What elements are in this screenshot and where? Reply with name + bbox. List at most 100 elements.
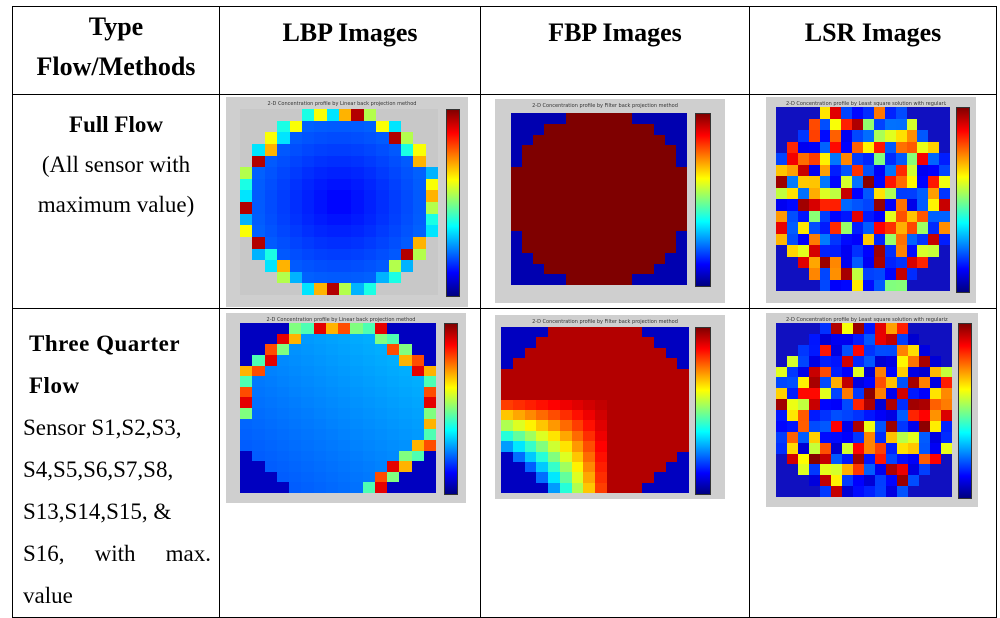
heatmap-cell <box>289 461 302 472</box>
heatmap-cell <box>798 464 809 476</box>
heatmap-cell <box>606 327 619 338</box>
heatmap-cell <box>413 120 426 133</box>
heatmap-cell <box>363 155 377 168</box>
heatmap-cell <box>325 450 338 462</box>
heatmap-cell <box>819 118 831 130</box>
heatmap-cell <box>511 220 522 232</box>
heatmap-cell <box>665 327 678 338</box>
heatmap-cell <box>277 132 290 144</box>
heatmap-cell <box>264 236 278 249</box>
heatmap-cell <box>544 199 555 210</box>
heatmap-cell <box>363 202 377 214</box>
heatmap-cell <box>425 202 438 214</box>
heatmap-cell <box>501 420 513 431</box>
heatmap-cell <box>819 268 831 280</box>
heatmap-cell <box>864 475 875 487</box>
heatmap-cell <box>524 461 537 473</box>
heatmap-cell <box>630 399 642 410</box>
heatmap-cell <box>939 222 950 234</box>
heatmap-cell <box>289 167 302 179</box>
heatmap-cell <box>797 153 809 165</box>
heatmap-cell <box>906 233 918 245</box>
heatmap-cell <box>906 130 918 142</box>
heatmap-cell <box>289 248 302 261</box>
heatmap-cell <box>571 472 584 483</box>
heatmap-cell <box>841 233 853 245</box>
heatmap-cell <box>665 209 676 221</box>
heatmap-cell <box>863 130 874 142</box>
heatmap-cell <box>863 118 874 130</box>
header-type-flow-methods: Type Flow/Methods <box>12 6 220 95</box>
heatmap-cell <box>425 260 438 272</box>
heatmap-cell <box>351 155 364 168</box>
heatmap-cell <box>642 420 654 431</box>
heatmap-cell <box>906 141 918 153</box>
heatmap-cell <box>941 388 952 400</box>
heatmap-cell <box>610 252 621 264</box>
heatmap-cell <box>559 399 572 410</box>
heatmap-cell <box>314 167 327 179</box>
heatmap-cell <box>643 113 654 124</box>
heatmap-cell <box>314 248 327 261</box>
heatmap-cell <box>533 188 544 199</box>
heatmap-cell <box>533 220 544 232</box>
heatmap-cell <box>939 141 950 153</box>
heatmap-cell <box>941 377 952 389</box>
heatmap-cell <box>841 199 853 211</box>
heatmap-cell <box>897 388 908 400</box>
heatmap-cell <box>264 190 278 202</box>
heatmap-cell <box>919 431 930 443</box>
heatmap-cell <box>411 450 424 462</box>
heatmap-cell <box>536 420 548 431</box>
heatmap-cell <box>939 279 950 291</box>
heatmap-cell <box>522 263 533 275</box>
heatmap-cell <box>643 274 654 285</box>
heatmap-cell <box>411 482 424 493</box>
heatmap-cell <box>425 167 438 179</box>
heatmap-cell <box>852 187 863 199</box>
heatmap-cell <box>289 471 302 483</box>
heatmap-cell <box>351 120 364 133</box>
heatmap-cell <box>511 252 522 264</box>
heatmap-cell <box>301 271 315 284</box>
results-table: Type Flow/Methods LBP Images FBP Images … <box>12 6 997 618</box>
heatmap-cell <box>819 245 831 257</box>
heatmap-cell <box>853 475 864 487</box>
heatmap-cell <box>252 323 265 334</box>
heatmap-cell <box>276 461 289 472</box>
heatmap-cell <box>350 461 363 472</box>
heatmap-cell <box>632 220 643 232</box>
heatmap-cell <box>264 354 277 366</box>
heatmap-cell <box>533 242 544 253</box>
heatmap-cell <box>289 132 302 144</box>
lsr-full-flow-image-title: 2-D Concentration profile by Least squar… <box>786 101 946 107</box>
heatmap-cell <box>339 167 352 179</box>
full-flow-title: Full Flow <box>69 112 163 137</box>
heatmap-cell <box>425 120 438 133</box>
heatmap-cell <box>632 231 643 242</box>
heatmap-cell <box>501 399 513 410</box>
heatmap-cell <box>864 399 875 410</box>
heatmap-cell <box>533 209 544 221</box>
heatmap-cell <box>388 120 401 133</box>
heatmap-cell <box>289 202 302 214</box>
heatmap-cell <box>588 274 599 285</box>
lbp-three-quarter-image: 2-D Concentration profile by Linear back… <box>226 313 466 503</box>
heatmap-cell <box>831 323 842 334</box>
heatmap-cell <box>665 231 676 242</box>
heatmap-cell <box>501 347 513 359</box>
heatmap-cell <box>809 486 820 497</box>
heatmap-cell <box>676 242 687 253</box>
heatmap-cell <box>533 166 544 178</box>
heatmap-cell <box>873 118 885 130</box>
heatmap-cell <box>599 123 610 135</box>
heatmap-cell <box>301 236 315 249</box>
heatmap-cell <box>351 271 364 284</box>
heatmap-cell <box>642 389 654 400</box>
heatmap-cell <box>808 222 820 234</box>
fbp-three-quarter-map <box>501 327 689 493</box>
heatmap-cell <box>886 399 897 410</box>
heatmap-cell <box>277 178 290 191</box>
heatmap-cell <box>776 141 787 153</box>
heatmap-cell <box>917 130 929 142</box>
